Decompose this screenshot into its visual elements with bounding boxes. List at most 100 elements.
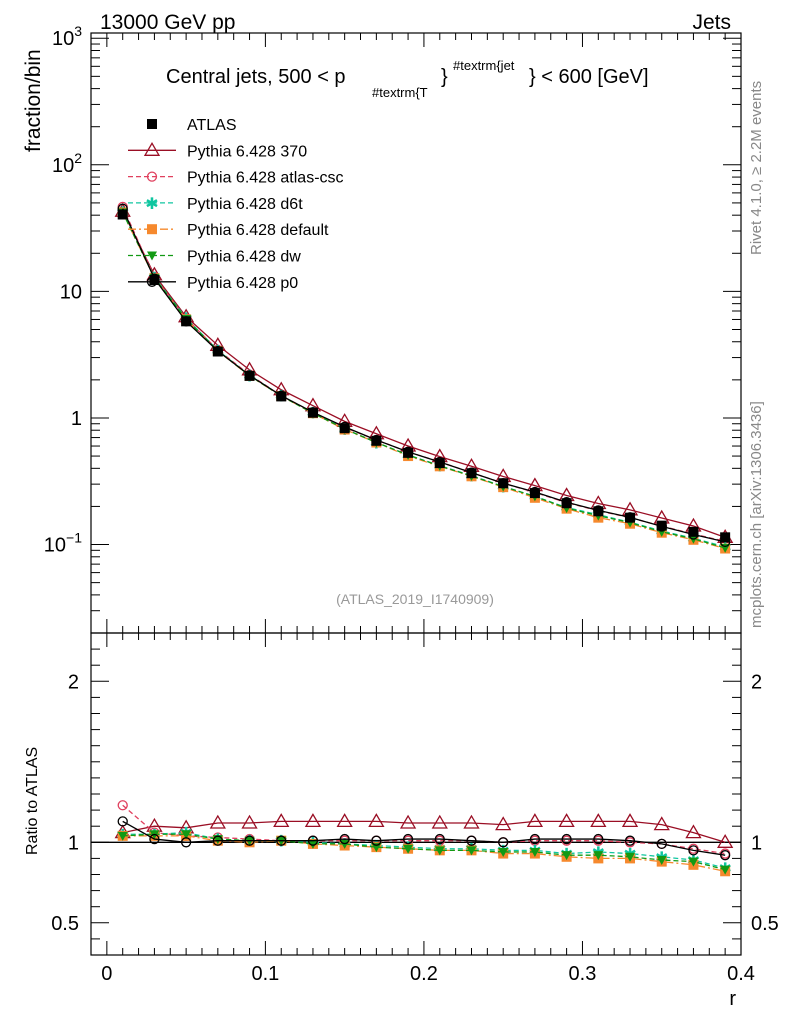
- header-collision: 13000 GeV pp: [100, 11, 235, 34]
- main-axes: 10−1 1 10 102 103: [44, 23, 742, 955]
- legend-label: Pythia 6.428 p0: [187, 275, 298, 292]
- ratio-data-point: [149, 833, 160, 845]
- y-tick-label: 10−1: [44, 530, 82, 557]
- y-tick-label: 1: [71, 408, 82, 430]
- ratio-data-point: [624, 835, 636, 846]
- main-data-point: [625, 512, 636, 523]
- legend-item: Pythia 6.428 default: [128, 222, 329, 239]
- legend-item: Pythia 6.428 370: [128, 142, 307, 160]
- main-data-point: [434, 458, 445, 469]
- ratio-data-point: [368, 813, 385, 828]
- legend: ATLAS Pythia 6.428 370 Pythia 6.428 atlas-…: [128, 117, 344, 292]
- main-data-point: [688, 526, 699, 537]
- ratio-data-point: [399, 814, 417, 829]
- main-data-point: [244, 370, 255, 381]
- ratio-data-point: [307, 835, 319, 846]
- ratio-panel-frame: [90, 632, 742, 956]
- ratio-data-point: [304, 813, 322, 828]
- x-axis-title: r: [729, 988, 736, 1010]
- legend-marker: [147, 224, 157, 235]
- y-tick-label: 102: [52, 150, 82, 177]
- ratio-series: ✱✱✱✱✱✱✱✱✱✱✱✱✱✱✱✱✱✱✱✱: [114, 800, 734, 878]
- ratio-data-point: [656, 838, 667, 850]
- ratio-data-point: [590, 813, 607, 828]
- main-data-point: [656, 520, 667, 531]
- legend-label: ATLAS: [187, 117, 237, 134]
- ratio-data-point: [180, 837, 192, 848]
- ratio-data-point: [371, 835, 382, 846]
- main-data-point: [561, 498, 572, 509]
- main-data-point: [117, 209, 128, 220]
- legend-marker: [147, 251, 157, 261]
- ratio-series-line: [122, 833, 726, 871]
- ratio-data-point: [339, 833, 350, 845]
- ratio-series-5: [117, 816, 731, 861]
- plot-title-subscript: #textrm{T: [372, 85, 428, 100]
- legend-label: Pythia 6.428 d6t: [187, 196, 303, 213]
- plot-title-main: Central jets, 500 < p: [166, 66, 346, 88]
- ratio-data-point: [656, 856, 667, 866]
- main-series-6: [117, 209, 731, 543]
- ratio-data-point: [212, 835, 223, 846]
- rivet-version-label: Rivet 4.1.0, ≥ 2.2M events: [748, 81, 765, 255]
- x-tick-label: 0.1: [251, 963, 279, 985]
- ratio-data-point: [371, 843, 382, 853]
- ratio-data-point: [719, 850, 731, 861]
- ratio-series-line: [122, 820, 726, 843]
- ratio-data-point: [593, 833, 604, 845]
- ratio-y-tick-label-right: 2: [751, 671, 762, 693]
- ratio-y-tick-label-right: 0.5: [751, 913, 779, 935]
- ratio-y-tick-label: 2: [68, 671, 79, 693]
- ratio-data-point: [117, 831, 128, 841]
- ratio-data-point: [561, 851, 572, 861]
- legend-label: Pythia 6.428 default: [187, 222, 329, 239]
- ratio-data-point: [720, 865, 731, 875]
- main-data-point: [181, 316, 192, 327]
- main-data-point: [593, 506, 604, 517]
- ratio-data-point: [498, 847, 509, 857]
- ratio-y-tick-label: 1: [68, 832, 79, 854]
- main-data-point: [212, 346, 223, 357]
- main-data-point: [307, 407, 318, 418]
- ratio-series-line: [122, 820, 726, 856]
- main-data-point: [149, 275, 160, 286]
- ratio-data-point: [241, 814, 258, 829]
- ratio-data-point: [463, 814, 480, 829]
- ratio-data-point: [688, 845, 699, 856]
- y-tick-label: 10: [60, 281, 82, 303]
- ratio-data-point: [561, 833, 572, 845]
- header-process: Jets: [692, 11, 731, 34]
- mcplots-label: mcplots.cern.ch [arXiv:1306.3436]: [748, 401, 765, 628]
- plot-title-brace: }: [441, 66, 448, 88]
- ratio-data-point: [117, 816, 128, 827]
- main-series: ✱✱✱✱✱✱✱✱✱✱✱✱✱✱✱✱✱✱✱✱: [114, 201, 734, 557]
- main-data-point: [529, 488, 540, 499]
- analysis-id: (ATLAS_2019_I1740909): [336, 591, 494, 607]
- legend-label: Pythia 6.428 370: [187, 143, 307, 160]
- ratio-data-point: [495, 816, 512, 831]
- ratio-data-point: [558, 813, 575, 828]
- plot-title-tail: } < 600 [GeV]: [529, 66, 649, 88]
- ratio-data-point: [717, 834, 734, 848]
- ratio-data-point: [621, 813, 639, 828]
- ratio-data-point: [593, 851, 604, 861]
- ratio-data-point: [498, 837, 509, 848]
- ratio-data-point: [181, 830, 192, 840]
- ratio-series-line: [122, 804, 726, 855]
- main-data-point: [403, 447, 414, 458]
- legend-label: Pythia 6.428 atlas-csc: [187, 170, 344, 187]
- main-data-point: [371, 435, 382, 446]
- legend-marker: ✱: [145, 196, 158, 213]
- legend-item: Pythia 6.428 atlas-csc: [128, 170, 344, 187]
- ratio-data-point: [244, 835, 255, 846]
- main-y-axis-title: fraction/bin: [22, 49, 45, 152]
- ratio-data-point: [403, 844, 414, 854]
- ratio-data-point: [434, 846, 445, 856]
- legend-item: Pythia 6.428 dw: [128, 249, 301, 266]
- ratio-data-point: [339, 839, 350, 849]
- x-tick-label: 0.4: [727, 963, 755, 985]
- x-tick-label: 0.3: [569, 963, 597, 985]
- legend-marker: [146, 171, 158, 182]
- ratio-data-point: [434, 833, 445, 845]
- main-data-point: [339, 423, 350, 434]
